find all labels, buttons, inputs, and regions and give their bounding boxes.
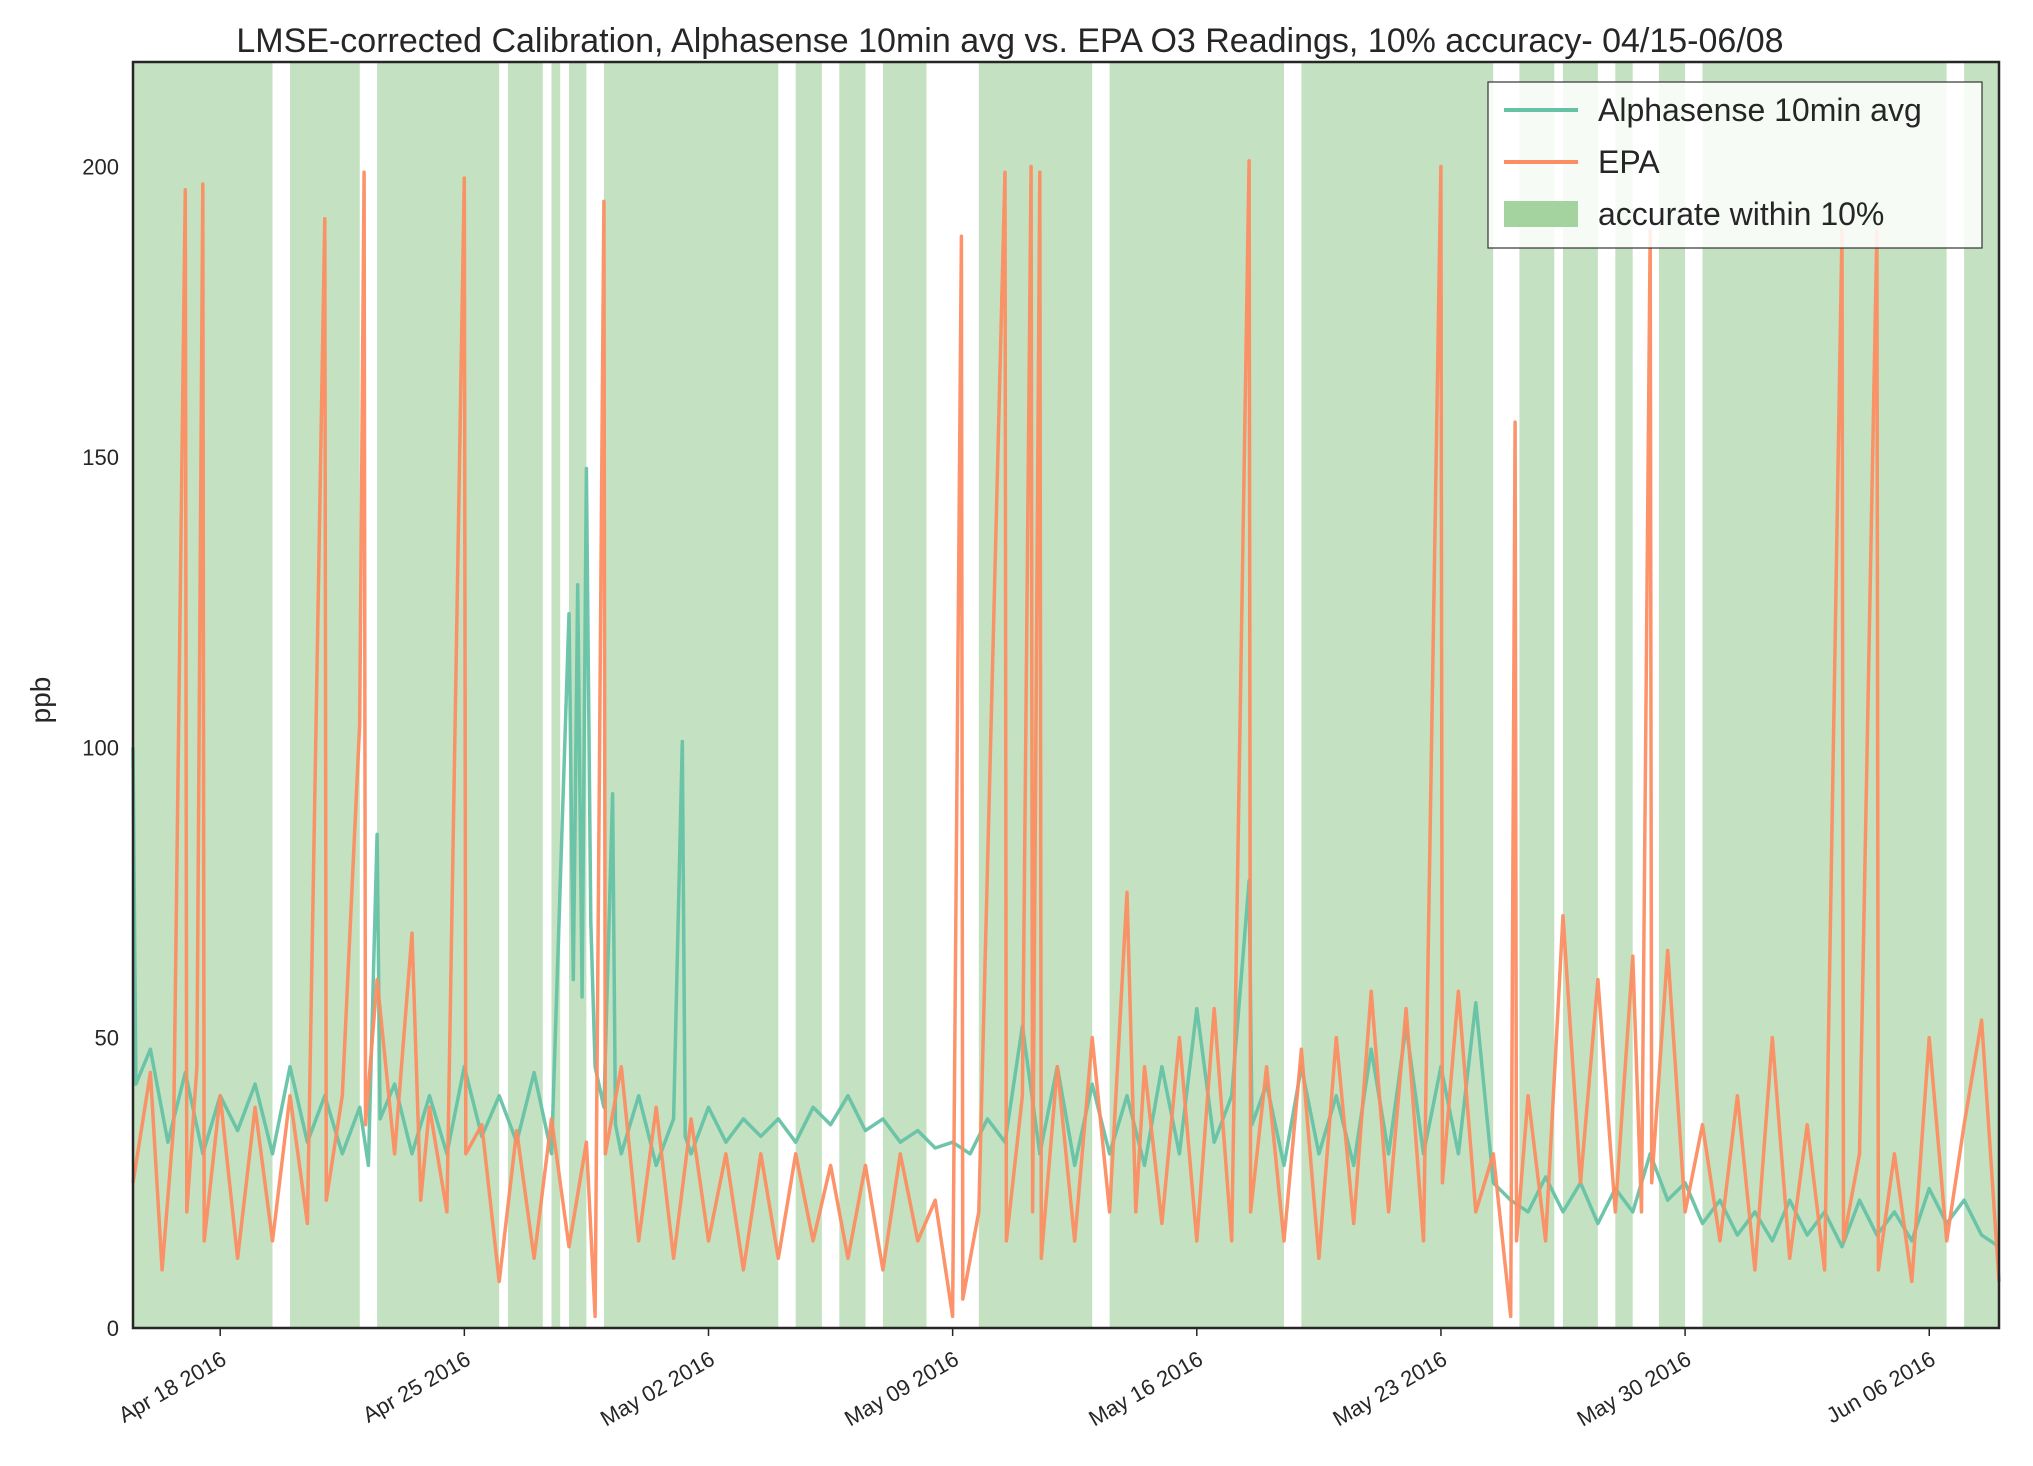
accuracy-span <box>1658 62 1686 1328</box>
accuracy-span <box>1615 62 1633 1328</box>
y-axis-label: ppb <box>25 677 56 724</box>
series-line-epa <box>131 158 2001 1319</box>
y-tick-label: 200 <box>82 155 119 180</box>
plot-frame <box>131 60 2001 1330</box>
y-tick-label: 150 <box>82 445 119 470</box>
accuracy-span <box>882 62 927 1328</box>
accuracy-span <box>1301 62 1494 1328</box>
legend-label-accuracy: accurate within 10% <box>1598 196 1884 232</box>
legend-label-epa: EPA <box>1598 144 1660 180</box>
accuracy-span <box>1964 62 1999 1328</box>
y-tick-layer: 0 50 100 150 200 <box>82 155 119 1341</box>
series-layer <box>131 158 2001 1319</box>
legend: Alphasense 10min avg EPA accurate within… <box>1487 81 1983 249</box>
accuracy-span <box>839 62 866 1328</box>
legend-label-alphasense: Alphasense 10min avg <box>1598 92 1922 128</box>
accuracy-span <box>551 62 561 1328</box>
y-tick-label: 100 <box>82 735 119 760</box>
y-tick-label: 0 <box>107 1316 119 1341</box>
accuracy-span <box>507 62 543 1328</box>
accuracy-span <box>1702 62 1947 1328</box>
legend-swatch-accuracy <box>1504 201 1578 227</box>
accuracy-span <box>1563 62 1598 1328</box>
y-tick-label: 50 <box>95 1026 119 1051</box>
chart-title: LMSE-corrected Calibration, Alphasense 1… <box>236 22 1783 60</box>
